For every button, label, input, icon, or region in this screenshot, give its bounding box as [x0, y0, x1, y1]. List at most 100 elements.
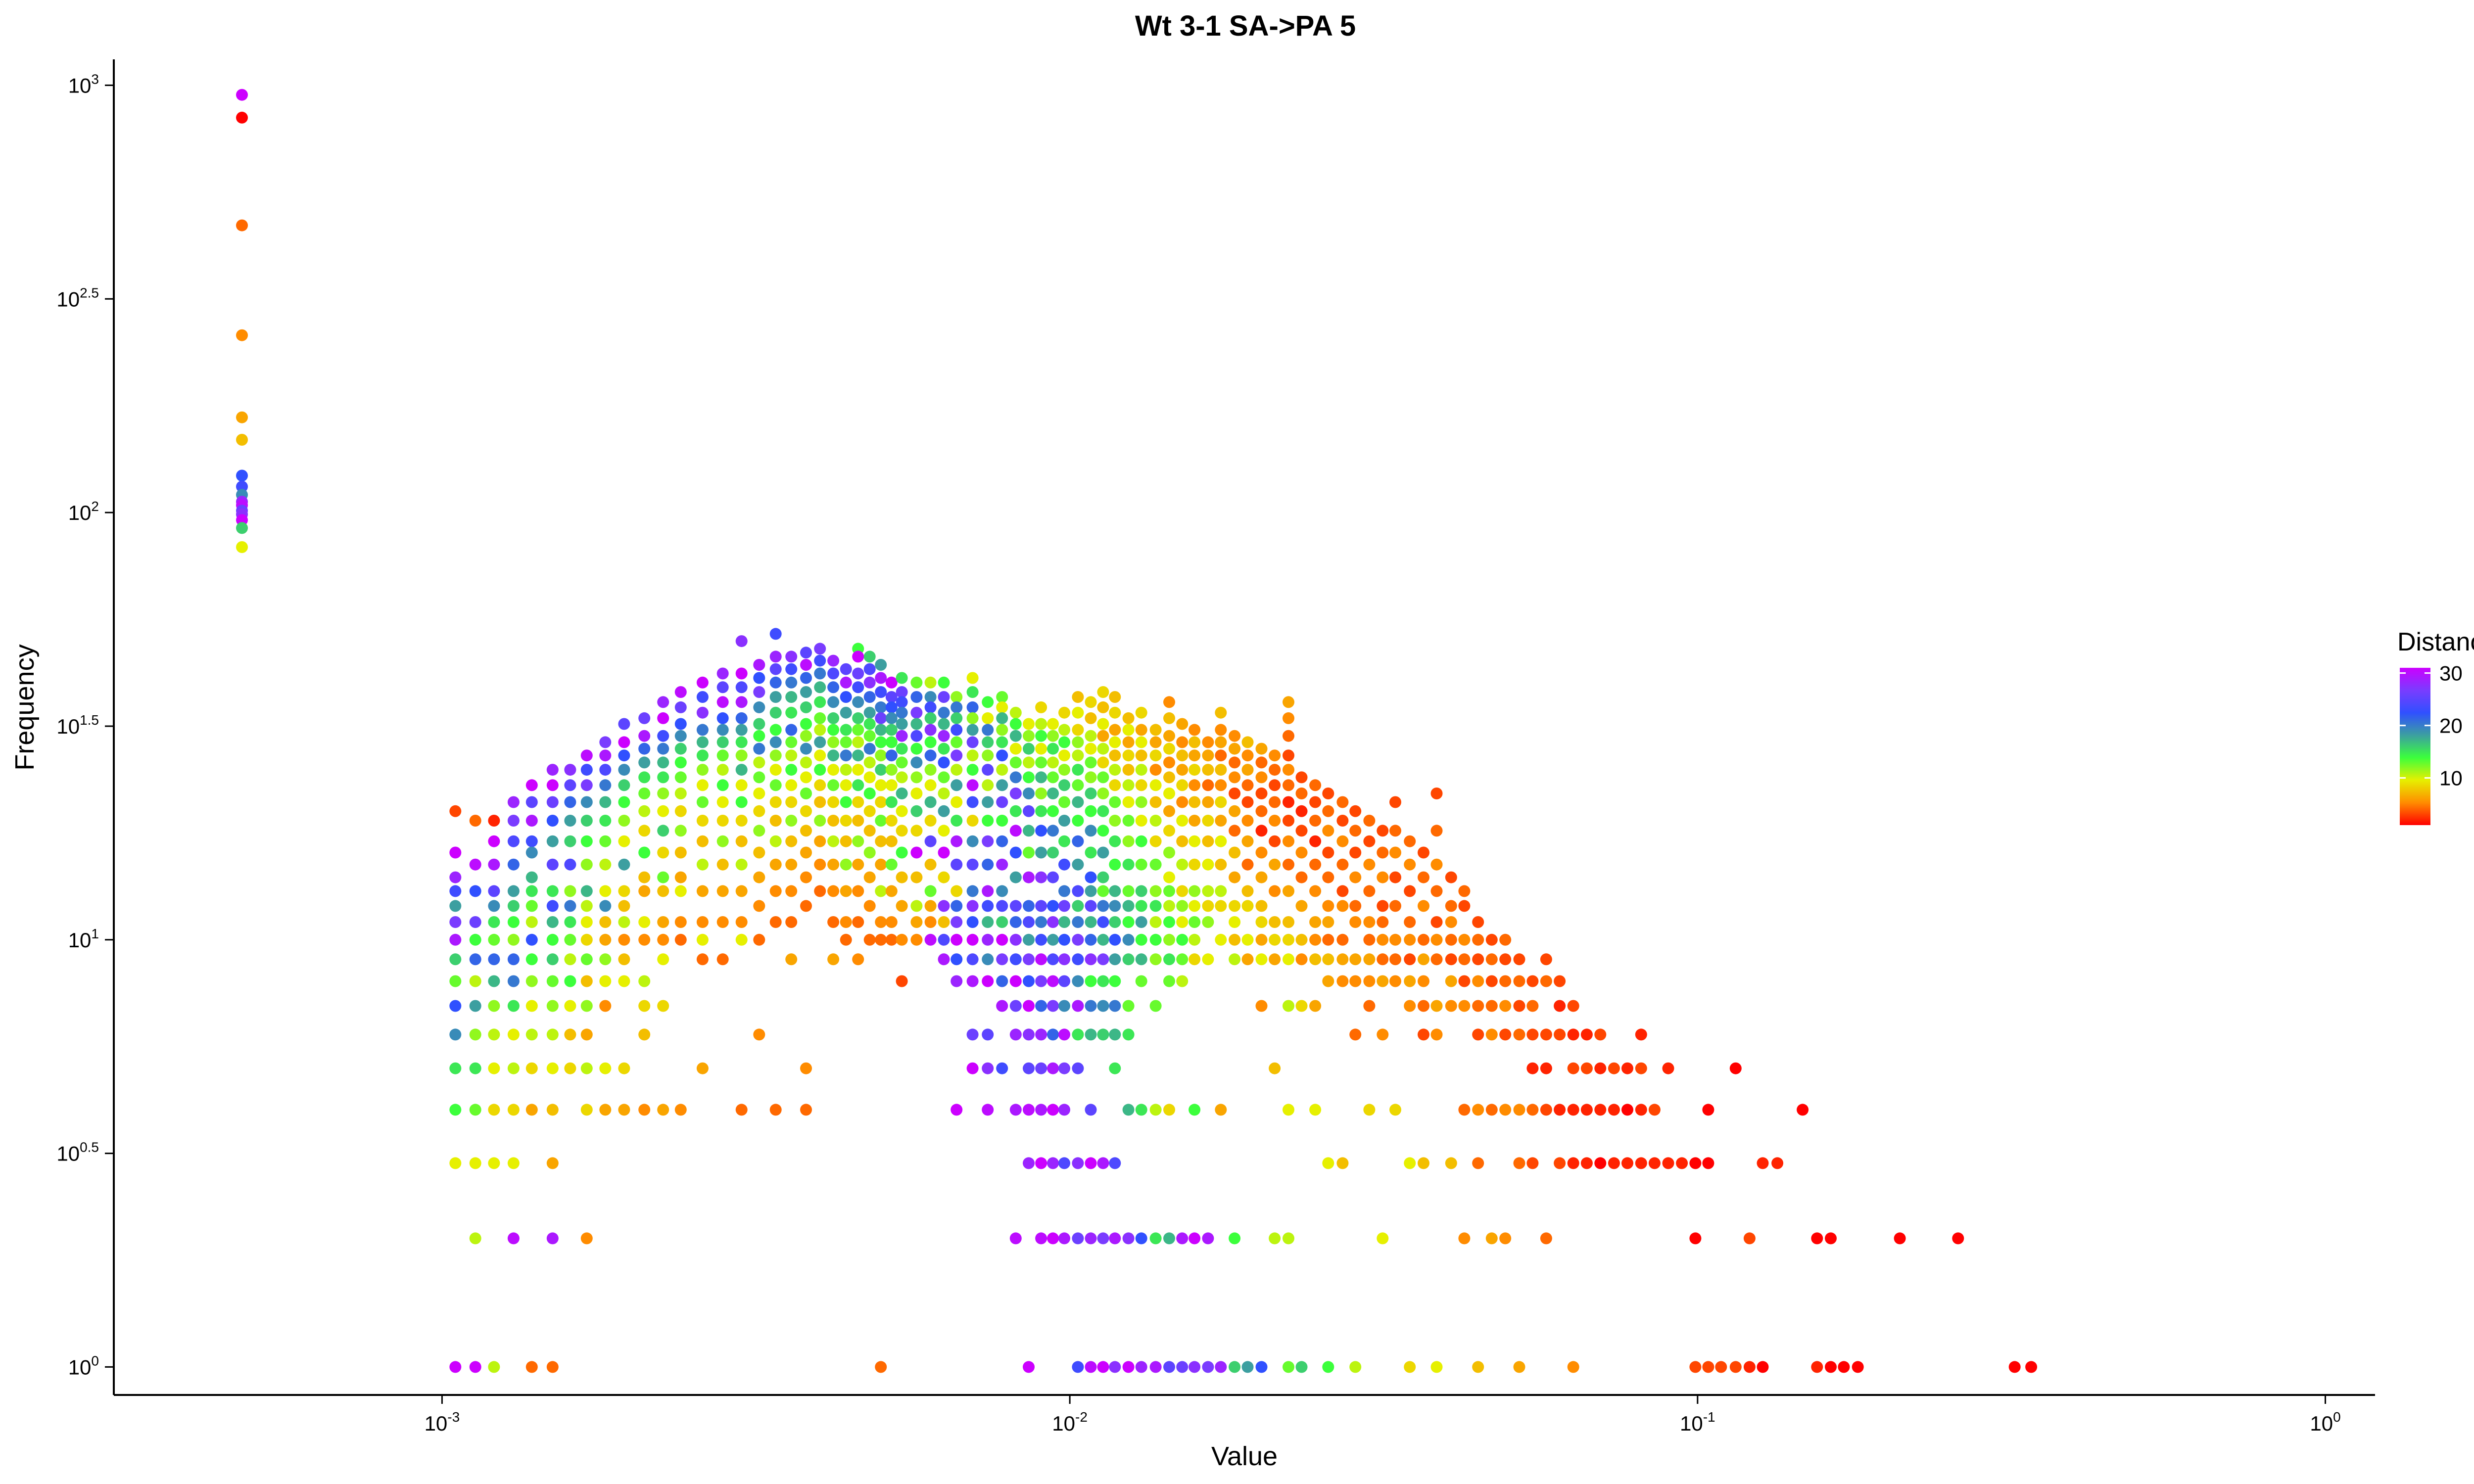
data-point: [1215, 933, 1227, 946]
data-point: [735, 916, 748, 928]
data-point: [1149, 1232, 1162, 1245]
data-point: [449, 975, 462, 987]
data-point: [236, 522, 248, 534]
data-point: [1472, 933, 1484, 946]
data-point: [1058, 1000, 1070, 1012]
data-point: [966, 1028, 979, 1041]
data-point: [1229, 1361, 1241, 1373]
data-point: [449, 885, 462, 897]
data-point: [1269, 953, 1281, 966]
data-point: [1035, 756, 1047, 769]
data-point: [1163, 953, 1175, 966]
data-point: [982, 764, 994, 776]
data-point: [896, 718, 908, 730]
data-point: [638, 1104, 651, 1116]
data-point: [1336, 975, 1349, 987]
data-point: [1135, 858, 1147, 871]
data-point: [1122, 933, 1135, 946]
data-point: [546, 835, 559, 847]
data-point: [546, 953, 559, 966]
data-point: [1418, 1157, 1429, 1169]
data-point: [982, 933, 994, 946]
data-point: [753, 900, 765, 912]
data-point: [1109, 764, 1121, 776]
data-point: [449, 1157, 462, 1169]
data-point: [996, 712, 1008, 724]
data-point: [525, 835, 538, 847]
data-point: [1852, 1361, 1864, 1373]
data-point: [753, 718, 765, 730]
data-point: [769, 796, 782, 808]
data-point: [1097, 975, 1109, 987]
data-point: [1085, 953, 1097, 966]
data-point: [564, 858, 576, 871]
data-point: [580, 975, 593, 987]
data-point: [1418, 975, 1429, 987]
data-point: [716, 916, 729, 928]
data-point: [525, 916, 538, 928]
x-tick-label: 10-1: [1680, 1409, 1715, 1435]
data-point: [525, 1361, 538, 1373]
data-point: [1635, 1028, 1647, 1041]
data-point: [1215, 706, 1227, 719]
data-point: [1135, 900, 1147, 912]
data-point: [1149, 1361, 1162, 1373]
data-point: [1097, 885, 1109, 897]
data-point: [875, 885, 887, 897]
data-point: [951, 933, 963, 946]
data-point: [1135, 815, 1147, 827]
data-point: [657, 805, 669, 817]
data-point: [716, 696, 729, 708]
data-point: [716, 796, 729, 808]
data-point: [1122, 953, 1135, 966]
data-point: [546, 1232, 559, 1245]
data-point: [1189, 724, 1201, 736]
data-point: [982, 712, 994, 724]
data-point: [1255, 805, 1268, 817]
data-point: [996, 953, 1008, 966]
data-point: [735, 749, 748, 762]
data-point: [785, 764, 798, 776]
data-point: [1072, 975, 1084, 987]
data-point: [1322, 953, 1334, 966]
data-point: [1009, 933, 1022, 946]
data-point: [1176, 736, 1189, 748]
data-point: [1176, 953, 1189, 966]
data-point: [1309, 796, 1322, 808]
data-point: [638, 933, 651, 946]
data-point: [1009, 825, 1022, 837]
data-point: [1743, 1361, 1756, 1373]
data-point: [1689, 1361, 1702, 1373]
data-point: [618, 749, 630, 762]
data-point: [674, 742, 687, 755]
data-point: [769, 676, 782, 689]
data-point: [1322, 1157, 1334, 1169]
data-point: [546, 815, 559, 827]
data-point: [1418, 953, 1429, 966]
data-point: [1283, 1104, 1294, 1116]
data-point: [507, 916, 520, 928]
data-point: [1485, 975, 1498, 987]
data-point: [1097, 1028, 1109, 1041]
data-point: [1047, 805, 1059, 817]
data-point: [1109, 953, 1121, 966]
data-point: [1058, 933, 1070, 946]
data-point: [1058, 1104, 1070, 1116]
data-point: [1163, 1361, 1175, 1373]
data-point: [753, 686, 765, 698]
data-point: [657, 825, 669, 837]
data-point: [1811, 1232, 1823, 1245]
data-point: [1336, 835, 1349, 847]
data-point: [951, 835, 963, 847]
data-point: [1163, 871, 1175, 883]
data-point: [785, 691, 798, 703]
data-point: [1135, 916, 1147, 928]
data-point: [1472, 1104, 1484, 1116]
data-point: [910, 706, 923, 719]
data-point: [1085, 916, 1097, 928]
data-point: [1255, 742, 1268, 755]
data-point: [863, 676, 876, 689]
data-point: [1567, 1000, 1579, 1012]
data-point: [924, 749, 937, 762]
data-point: [1163, 846, 1175, 859]
